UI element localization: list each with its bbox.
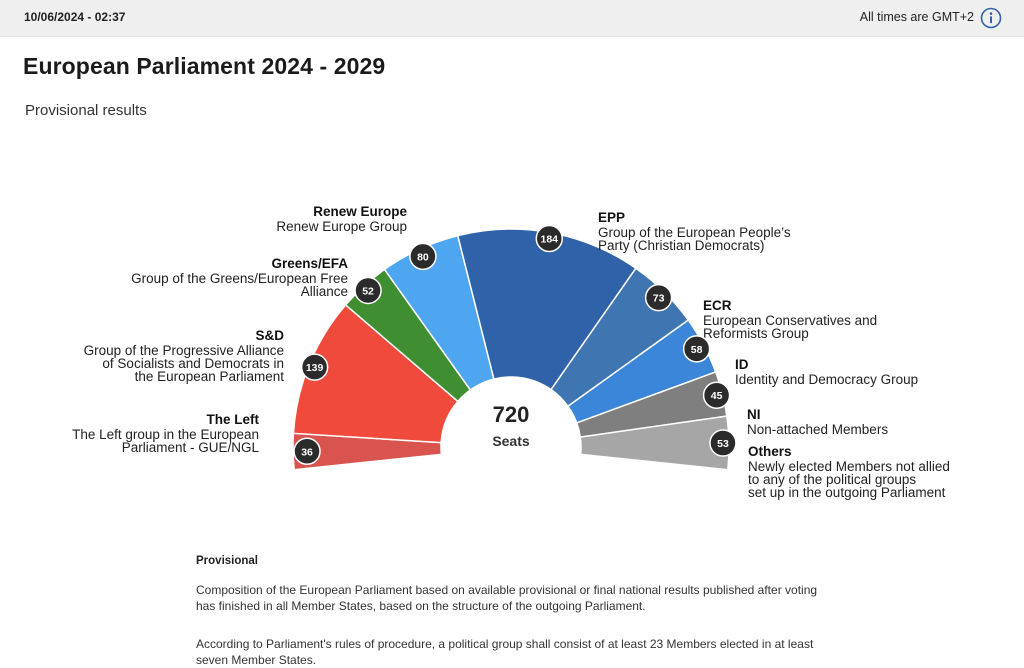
seat-count-ni: 45 bbox=[711, 390, 723, 402]
legend-name-ni: NI bbox=[747, 407, 761, 422]
legend-name-sandd: S&D bbox=[255, 328, 284, 343]
legend-name-others: Others bbox=[748, 444, 792, 459]
legend-name-the-left: The Left bbox=[207, 412, 260, 427]
seat-badge-epp bbox=[535, 224, 564, 253]
info-icon[interactable] bbox=[980, 7, 1002, 29]
seat-count-epp: 184 bbox=[541, 233, 559, 245]
legend-description-greens-efa: Group of the Greens/European Free Allianc… bbox=[131, 271, 348, 299]
notes-title: Provisional bbox=[196, 555, 258, 567]
seat-count-others: 53 bbox=[717, 438, 729, 450]
total-seats-label: Seats bbox=[492, 433, 530, 449]
notes-paragraph-1: Composition of the European Parliament b… bbox=[196, 583, 818, 613]
timezone-note: All times are GMT+2 bbox=[859, 10, 974, 24]
seat-count-sandd: 139 bbox=[306, 362, 324, 374]
top-bar: 10/06/2024 - 02:37 All times are GMT+2 bbox=[0, 0, 1024, 37]
total-seats-value: 720 bbox=[493, 402, 530, 427]
legend-name-id: ID bbox=[735, 357, 749, 372]
seat-count-id: 58 bbox=[691, 344, 703, 356]
seat-badge-greens-efa bbox=[354, 276, 382, 305]
legend-description-sandd: Group of the Progressive Alliance of Soci… bbox=[84, 343, 285, 384]
seat-count-ecr: 73 bbox=[653, 293, 665, 305]
seat-badge-id bbox=[682, 335, 711, 363]
seat-count-greens-efa: 52 bbox=[362, 285, 374, 297]
page-title: European Parliament 2024 - 2029 bbox=[23, 53, 386, 79]
seat-badge-sandd bbox=[300, 353, 329, 381]
legend-description-renew-europe: Renew Europe Group bbox=[276, 219, 407, 234]
legend-name-epp: EPP bbox=[598, 210, 625, 225]
seat-badge-others bbox=[709, 429, 737, 457]
legend-name-ecr: ECR bbox=[703, 298, 732, 313]
legend-description-id: Identity and Democracy Group bbox=[735, 372, 918, 387]
legend-description-ecr: European Conservatives and Reformists Gro… bbox=[703, 313, 877, 341]
seat-badge-the-left bbox=[293, 437, 321, 466]
seat-count-renew-europe: 80 bbox=[417, 251, 429, 263]
seat-badge-ni bbox=[702, 381, 731, 409]
seat-badge-ecr bbox=[644, 283, 673, 312]
timestamp: 10/06/2024 - 02:37 bbox=[24, 10, 126, 24]
legend-description-ni: Non-attached Members bbox=[747, 422, 888, 437]
segment-epp[interactable] bbox=[456, 228, 637, 391]
seat-count-the-left: 36 bbox=[301, 446, 313, 458]
page-subtitle: Provisional results bbox=[25, 102, 147, 119]
segment-sandd[interactable] bbox=[292, 303, 459, 444]
legend-description-the-left: The Left group in the European Parliament… bbox=[72, 427, 259, 455]
legend-name-renew-europe: Renew Europe bbox=[313, 204, 407, 219]
legend-name-greens-efa: Greens/EFA bbox=[271, 256, 348, 271]
legend-description-epp: Group of the European People’s Party (Chr… bbox=[598, 225, 791, 253]
seat-badge-renew-europe bbox=[409, 242, 437, 271]
notes-paragraph-2: According to Parliament's rules of proce… bbox=[196, 637, 814, 667]
legend-description-others: Newly elected Members not allied to any o… bbox=[748, 459, 950, 500]
